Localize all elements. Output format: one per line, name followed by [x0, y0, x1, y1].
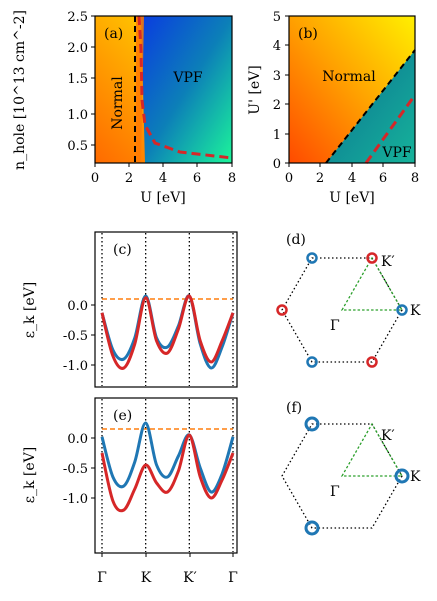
panel-d-triangle — [340, 256, 404, 311]
panel-f-valley-blue — [304, 520, 320, 536]
panel-a-xtick: 6 — [193, 171, 201, 186]
panel-e-xtick-gamma: Γ — [97, 570, 107, 586]
panel-d: (d) K′ K Γ — [276, 232, 421, 368]
panel-e-ylabel: ε_k [eV] — [22, 447, 38, 504]
panel-d-kprime-label: K′ — [381, 254, 395, 270]
panel-b-ytick: 0 — [273, 157, 281, 172]
panel-a: (a) Normal VPF 0.5 1.0 1.5 2.0 2.5 0 2 4… — [12, 10, 236, 206]
panel-a-yticks: 0.5 1.0 1.5 2.0 2.5 — [67, 10, 95, 154]
panel-d-valley-blue — [396, 304, 408, 316]
panel-d-valley-red — [366, 356, 378, 368]
panel-c-ytick: -0.5 — [63, 329, 88, 344]
panel-a-ytick: 1.0 — [67, 108, 88, 123]
panel-b-ytick: 3 — [273, 69, 281, 84]
panel-a-xlabel: U [eV] — [140, 190, 186, 206]
panel-a-xtick: 2 — [125, 171, 133, 186]
panel-e-ytick: -0.5 — [63, 462, 88, 477]
panel-c: (c) 0.0 -0.5 -1.0 ε_k [eV] — [22, 231, 238, 388]
panel-e-bands — [100, 421, 235, 513]
panel-b-xtick: 0 — [285, 171, 293, 186]
panel-c-yticks: 0.0 -0.5 -1.0 — [63, 299, 95, 374]
panel-b-label: (b) — [298, 26, 318, 42]
panel-e-ytick: 0.0 — [67, 432, 88, 447]
panel-b-xtick: 2 — [316, 171, 324, 186]
panel-c-ytick: 0.0 — [67, 299, 88, 314]
panel-e-yticks: 0.0 -0.5 -1.0 — [63, 432, 95, 507]
panel-a-xticks: 0 2 4 6 8 — [91, 163, 236, 186]
panel-c-bands — [100, 294, 235, 370]
panel-b: (b) Normal VPF 0 1 2 3 4 5 0 2 4 6 — [247, 10, 419, 206]
panel-e-xticks: Γ K K′ Γ — [97, 553, 238, 586]
panel-d-valley-blue — [306, 252, 318, 264]
band-blue — [100, 421, 235, 494]
panel-a-ytick: 0.5 — [67, 139, 88, 154]
panel-e: (e) 0.0 -0.5 -1.0 Γ K K′ Γ ε_k [eV] — [22, 397, 238, 586]
panel-d-k-label: K — [410, 303, 421, 319]
panel-a-xtick: 0 — [91, 171, 99, 186]
panel-f-triangle — [340, 422, 404, 477]
panel-a-red-boundary — [137, 15, 233, 160]
panel-a-ytick: 2.5 — [67, 10, 88, 25]
panel-e-label: (e) — [113, 408, 132, 424]
panel-b-xtick: 8 — [411, 171, 419, 186]
panel-f-gamma-label: Γ — [330, 484, 340, 500]
panel-a-ylabel: n_hole [10^13 cm^-2] — [12, 10, 28, 170]
panel-f-valley-blue — [394, 468, 410, 484]
panel-c-frame — [94, 231, 238, 388]
band-blue — [100, 294, 235, 370]
panel-e-frame — [94, 397, 238, 554]
panel-d-valley-blue — [306, 356, 318, 368]
panel-d-label: (d) — [286, 232, 306, 248]
panel-f-label: (f) — [286, 400, 302, 416]
panel-b-xticks: 0 2 4 6 8 — [285, 163, 419, 186]
panel-b-ytick: 4 — [273, 39, 281, 54]
band-red — [100, 433, 235, 513]
panel-c-label: (c) — [113, 242, 132, 258]
panel-a-vpf-label: VPF — [172, 70, 203, 86]
panel-b-xtick: 6 — [379, 171, 387, 186]
panel-a-ytick: 1.5 — [67, 72, 88, 87]
panel-e-xtick-gamma: Γ — [228, 570, 238, 586]
panel-b-black-boundary — [325, 49, 416, 164]
panel-b-normal-label: Normal — [322, 69, 376, 85]
panel-f-k-label: K — [410, 469, 421, 485]
panel-e-xtick-k: K — [141, 570, 152, 586]
panel-b-yticks: 0 1 2 3 4 5 — [273, 10, 289, 172]
panel-a-xtick: 4 — [159, 171, 167, 186]
panel-f-kprime-label: K′ — [381, 428, 395, 444]
panel-a-label: (a) — [104, 26, 123, 42]
panel-e-xtick-kprime: K′ — [183, 570, 197, 586]
panel-b-ytick: 1 — [273, 128, 281, 143]
panel-f: (f) K′ K Γ — [281, 400, 421, 536]
panel-b-xtick: 4 — [348, 171, 356, 186]
panel-b-vpf-label: VPF — [381, 145, 412, 161]
panel-b-ytick: 2 — [273, 98, 281, 113]
panel-a-xtick: 8 — [228, 171, 236, 186]
panel-c-ylabel: ε_k [eV] — [22, 282, 38, 339]
panel-a-heatmap — [95, 16, 232, 163]
panel-b-xlabel: U [eV] — [329, 190, 375, 206]
panel-c-ytick: -1.0 — [63, 359, 88, 374]
panel-c-kpoint-lines — [101, 233, 234, 386]
panel-a-normal-label: Normal — [110, 76, 126, 130]
band-red — [100, 294, 235, 370]
panel-e-ytick: -1.0 — [63, 492, 88, 507]
panel-b-ylabel: U' [eV] — [247, 65, 263, 114]
panel-f-valley-blue — [304, 416, 320, 432]
panel-b-ytick: 5 — [273, 10, 281, 25]
panel-d-gamma-label: Γ — [330, 318, 340, 334]
panel-d-valley-red — [276, 304, 288, 316]
panel-d-valley-red — [366, 252, 378, 264]
panel-a-ytick: 2.0 — [67, 41, 88, 56]
